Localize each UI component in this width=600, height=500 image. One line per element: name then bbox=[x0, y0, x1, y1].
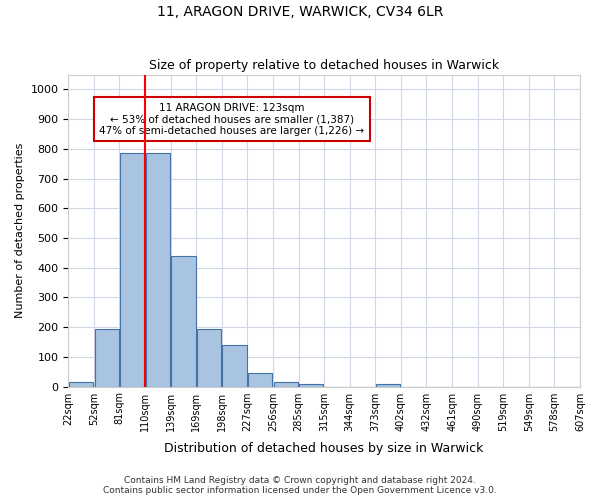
Title: Size of property relative to detached houses in Warwick: Size of property relative to detached ho… bbox=[149, 59, 499, 72]
Y-axis label: Number of detached properties: Number of detached properties bbox=[15, 143, 25, 318]
Text: Contains HM Land Registry data © Crown copyright and database right 2024.
Contai: Contains HM Land Registry data © Crown c… bbox=[103, 476, 497, 495]
X-axis label: Distribution of detached houses by size in Warwick: Distribution of detached houses by size … bbox=[164, 442, 484, 455]
Bar bbox=[69, 382, 93, 386]
Text: 11 ARAGON DRIVE: 123sqm
← 53% of detached houses are smaller (1,387)
47% of semi: 11 ARAGON DRIVE: 123sqm ← 53% of detache… bbox=[100, 102, 365, 136]
Bar bbox=[248, 373, 272, 386]
Text: 11, ARAGON DRIVE, WARWICK, CV34 6LR: 11, ARAGON DRIVE, WARWICK, CV34 6LR bbox=[157, 5, 443, 19]
Bar bbox=[95, 328, 119, 386]
Bar bbox=[120, 154, 145, 386]
Bar bbox=[274, 382, 298, 386]
Bar bbox=[299, 384, 323, 386]
Bar bbox=[197, 328, 221, 386]
Bar bbox=[171, 256, 196, 386]
Bar bbox=[223, 345, 247, 387]
Bar bbox=[376, 384, 400, 386]
Bar bbox=[146, 154, 170, 386]
